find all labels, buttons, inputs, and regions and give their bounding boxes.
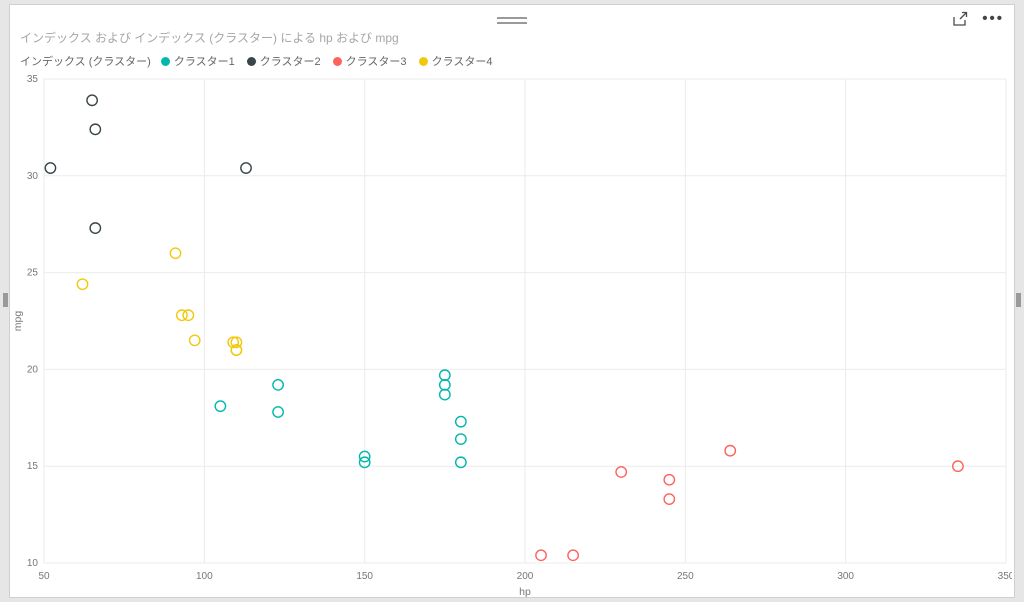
data-point[interactable] xyxy=(169,247,182,260)
data-point[interactable] xyxy=(188,334,201,347)
data-point[interactable] xyxy=(615,466,628,478)
drag-handle[interactable] xyxy=(497,14,527,27)
x-tick-label: 50 xyxy=(38,571,50,582)
data-point[interactable] xyxy=(240,162,252,174)
more-options-icon[interactable]: ••• xyxy=(982,10,1004,27)
resize-handle-right[interactable] xyxy=(1016,293,1021,307)
data-point[interactable] xyxy=(438,369,451,382)
legend-marker xyxy=(418,56,428,66)
legend-item[interactable]: クラスター1 xyxy=(160,53,235,69)
data-point[interactable] xyxy=(44,162,57,174)
x-axis-title: hp xyxy=(519,586,531,597)
data-point[interactable] xyxy=(663,473,676,486)
legend-title: インデックス (クラスター) xyxy=(20,56,151,68)
legend-marker xyxy=(332,56,342,66)
legend-item[interactable]: クラスター4 xyxy=(418,53,493,69)
data-point[interactable] xyxy=(86,94,99,107)
legend-items: クラスター1 クラスター2 クラスター3 クラスター4 xyxy=(160,53,493,69)
data-point[interactable] xyxy=(454,415,467,428)
chart-title: インデックス および インデックス (クラスター) による hp および mpg xyxy=(20,31,399,45)
data-point[interactable] xyxy=(272,378,284,391)
data-point[interactable] xyxy=(230,344,243,356)
data-point[interactable] xyxy=(89,123,102,136)
x-tick-label: 250 xyxy=(677,571,694,582)
data-point[interactable] xyxy=(175,309,188,322)
data-point[interactable] xyxy=(358,450,371,463)
chart-area: 50 100 150 200 250 300 350 10 15 20 25 30 35 hp mpg xyxy=(10,69,1015,598)
legend-label: クラスター3 xyxy=(345,56,407,68)
y-tick-label: 25 xyxy=(27,268,39,279)
data-point[interactable] xyxy=(89,222,102,234)
data-point[interactable] xyxy=(535,549,547,562)
y-axis-title: mpg xyxy=(12,311,24,332)
x-tick-label: 150 xyxy=(356,571,373,582)
y-tick-label: 15 xyxy=(27,461,39,472)
resize-handle-left[interactable] xyxy=(3,293,8,307)
data-point[interactable] xyxy=(272,406,284,418)
y-tick-label: 35 xyxy=(27,74,39,85)
data-point[interactable] xyxy=(663,493,676,506)
data-point[interactable] xyxy=(454,433,467,445)
data-point[interactable] xyxy=(952,460,964,473)
x-tick-label: 200 xyxy=(517,571,534,582)
data-point[interactable] xyxy=(230,336,243,349)
data-point[interactable] xyxy=(724,444,737,457)
legend: インデックス (クラスター) クラスター1 クラスター2 クラスター3 クラスター4 xyxy=(20,53,1004,69)
data-point[interactable] xyxy=(438,388,451,401)
scatter-chart: 50 100 150 200 250 300 350 10 15 20 25 30 35 hp mpg xyxy=(12,74,1015,598)
y-tick-label: 20 xyxy=(27,364,39,375)
legend-item[interactable]: クラスター2 xyxy=(246,53,321,69)
drag-handle-bar xyxy=(497,22,527,24)
legend-marker xyxy=(160,56,170,66)
data-point[interactable] xyxy=(454,456,467,469)
legend-label: クラスター4 xyxy=(431,56,493,68)
drag-handle-bar xyxy=(497,17,527,19)
data-point[interactable] xyxy=(567,549,579,562)
data-point[interactable] xyxy=(214,400,227,413)
data-point[interactable] xyxy=(76,278,89,291)
x-tick-label: 100 xyxy=(196,571,213,582)
legend-label: クラスター2 xyxy=(259,56,321,68)
y-tick-label: 10 xyxy=(27,558,39,569)
focus-mode-icon[interactable] xyxy=(952,11,968,27)
data-point[interactable] xyxy=(438,378,451,391)
legend-marker xyxy=(246,56,256,66)
data-point[interactable] xyxy=(227,336,240,349)
y-tick-label: 30 xyxy=(27,171,39,182)
x-tick-label: 350 xyxy=(998,571,1012,582)
data-point[interactable] xyxy=(358,456,371,469)
visual-container[interactable]: ••• インデックス および インデックス (クラスター) による hp および… xyxy=(9,4,1015,598)
x-tick-label: 300 xyxy=(837,571,854,582)
legend-label: クラスター1 xyxy=(173,56,235,68)
legend-item[interactable]: クラスター3 xyxy=(332,53,407,69)
data-point[interactable] xyxy=(182,309,195,322)
